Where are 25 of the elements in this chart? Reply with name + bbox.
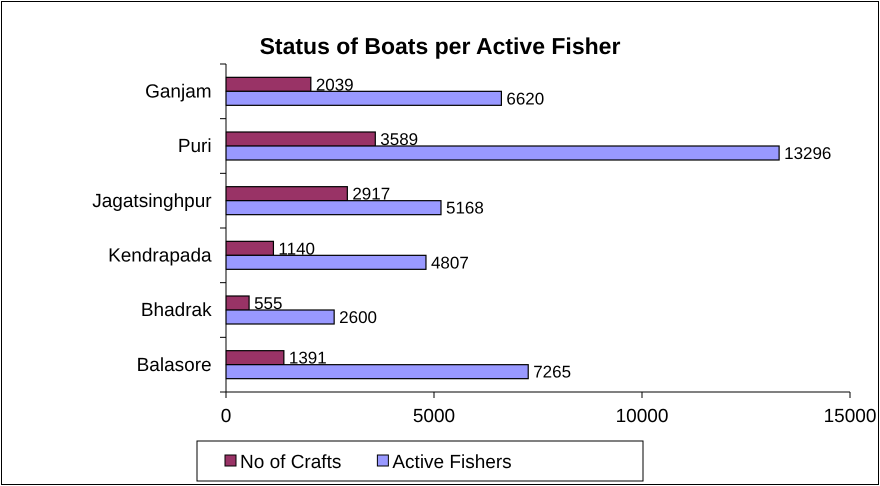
y-tick-label: Balasore [136,354,212,376]
legend-label: Active Fishers [392,452,512,473]
x-tick-label: 5000 [412,406,456,427]
y-tick-label: Puri [178,136,212,158]
x-tick-label: 10000 [616,406,668,427]
data-label: 2039 [316,75,354,94]
data-label: 13296 [784,144,832,163]
data-label: 1140 [278,239,315,258]
y-tick-label: Jagatsinghpur [92,190,212,212]
data-label: 2600 [339,308,377,327]
data-label: 4807 [430,253,469,272]
x-tick-label: 15000 [824,406,876,427]
data-label: 6620 [506,89,544,108]
data-label: 3589 [380,130,418,149]
y-tick-label: Kendrapada [108,245,212,266]
chart-title: Status of Boats per Active Fisher [260,33,620,59]
y-tick-label: Bhadrak [140,300,212,322]
data-label: 7265 [533,362,572,382]
y-tick-label: Ganjam [145,81,212,102]
data-label: 1391 [288,348,327,368]
x-tick-label: 0 [220,406,232,427]
data-label: 5168 [446,198,484,218]
data-label: 555 [254,294,282,313]
legend-label: No of Crafts [240,452,342,473]
data-label: 2917 [352,184,390,204]
